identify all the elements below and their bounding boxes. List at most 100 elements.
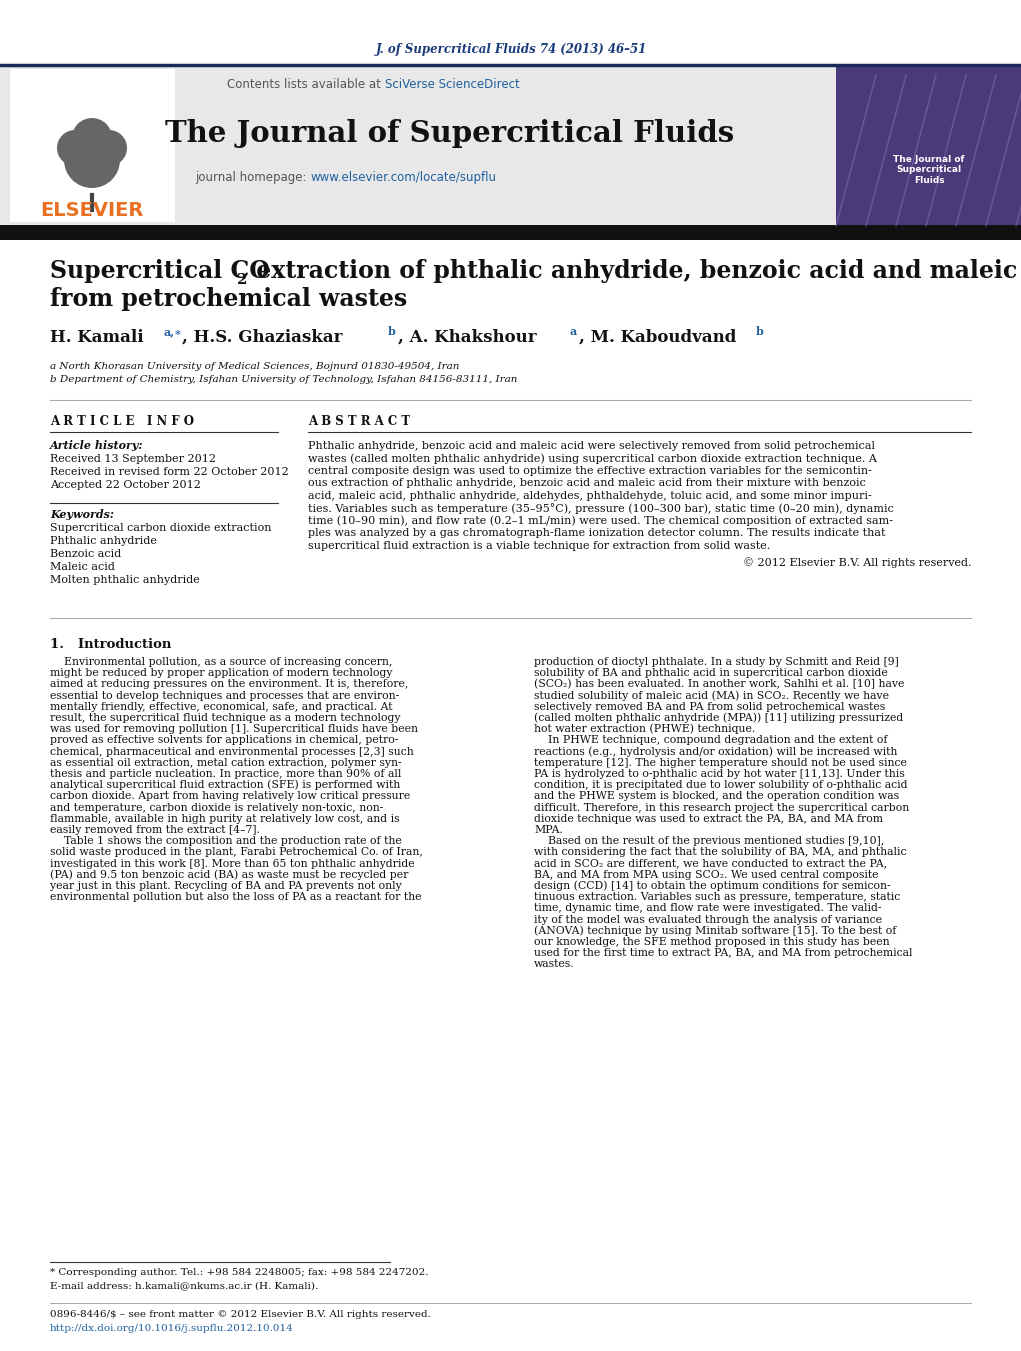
Text: difficult. Therefore, in this research project the supercritical carbon: difficult. Therefore, in this research p… — [534, 802, 910, 812]
Text: temperature [12]. The higher temperature should not be used since: temperature [12]. The higher temperature… — [534, 758, 907, 767]
Text: ples was analyzed by a gas chromatograph-flame ionization detector column. The r: ples was analyzed by a gas chromatograph… — [308, 528, 885, 539]
Text: studied solubility of maleic acid (MA) in SCO₂. Recently we have: studied solubility of maleic acid (MA) i… — [534, 690, 889, 701]
Text: carbon dioxide. Apart from having relatively low critical pressure: carbon dioxide. Apart from having relati… — [50, 792, 410, 801]
Text: a: a — [569, 326, 576, 336]
Text: b: b — [756, 326, 764, 336]
Text: supercritical fluid extraction is a viable technique for extraction from solid w: supercritical fluid extraction is a viab… — [308, 540, 770, 551]
Text: E-mail address: h.kamali@nkums.ac.ir (H. Kamali).: E-mail address: h.kamali@nkums.ac.ir (H.… — [50, 1281, 319, 1290]
Text: journal homepage:: journal homepage: — [195, 172, 310, 185]
Text: ELSEVIER: ELSEVIER — [40, 200, 144, 219]
Text: aimed at reducing pressures on the environment. It is, therefore,: aimed at reducing pressures on the envir… — [50, 680, 408, 689]
Text: reactions (e.g., hydrolysis and/or oxidation) will be increased with: reactions (e.g., hydrolysis and/or oxida… — [534, 746, 897, 757]
Text: tinuous extraction. Variables such as pressure, temperature, static: tinuous extraction. Variables such as pr… — [534, 892, 901, 902]
Circle shape — [91, 130, 127, 166]
Text: might be reduced by proper application of modern technology: might be reduced by proper application o… — [50, 669, 392, 678]
Text: The Journal of Supercritical Fluids: The Journal of Supercritical Fluids — [165, 119, 735, 147]
Circle shape — [72, 118, 112, 158]
Text: acid in SCO₂ are different, we have conducted to extract the PA,: acid in SCO₂ are different, we have cond… — [534, 859, 887, 869]
Bar — [0, 65, 1021, 228]
Text: Received 13 September 2012: Received 13 September 2012 — [50, 454, 216, 463]
Text: wastes.: wastes. — [534, 959, 575, 970]
Text: ity of the model was evaluated through the analysis of variance: ity of the model was evaluated through t… — [534, 915, 882, 924]
Text: (SCO₂) has been evaluated. In another work, Sahlhi et al. [10] have: (SCO₂) has been evaluated. In another wo… — [534, 680, 905, 689]
Text: A B S T R A C T: A B S T R A C T — [308, 415, 410, 428]
Text: Table 1 shows the composition and the production rate of the: Table 1 shows the composition and the pr… — [50, 836, 401, 846]
Circle shape — [57, 130, 93, 166]
Text: http://dx.doi.org/10.1016/j.supflu.2012.10.014: http://dx.doi.org/10.1016/j.supflu.2012.… — [50, 1324, 294, 1333]
Text: investigated in this work [8]. More than 65 ton phthalic anhydride: investigated in this work [8]. More than… — [50, 859, 415, 869]
Text: H. Kamali: H. Kamali — [50, 330, 144, 346]
Text: * Corresponding author. Tel.: +98 584 2248005; fax: +98 584 2247202.: * Corresponding author. Tel.: +98 584 22… — [50, 1269, 429, 1277]
Text: production of dioctyl phthalate. In a study by Schmitt and Reid [9]: production of dioctyl phthalate. In a st… — [534, 657, 898, 667]
Text: Article history:: Article history: — [50, 440, 144, 451]
Text: Received in revised form 22 October 2012: Received in revised form 22 October 2012 — [50, 467, 289, 477]
Bar — [836, 65, 1021, 226]
Text: , M. Kaboudvand: , M. Kaboudvand — [579, 330, 736, 346]
Text: MPA.: MPA. — [534, 825, 563, 835]
Text: solubility of BA and phthalic acid in supercritical carbon dioxide: solubility of BA and phthalic acid in su… — [534, 669, 887, 678]
Text: Supercritical carbon dioxide extraction: Supercritical carbon dioxide extraction — [50, 523, 272, 534]
Text: thesis and particle nucleation. In practice, more than 90% of all: thesis and particle nucleation. In pract… — [50, 769, 401, 780]
Text: Supercritical CO: Supercritical CO — [50, 259, 270, 282]
Text: b Department of Chemistry, Isfahan University of Technology, Isfahan 84156-83111: b Department of Chemistry, Isfahan Unive… — [50, 376, 518, 384]
Text: result, the supercritical fluid technique as a modern technology: result, the supercritical fluid techniqu… — [50, 713, 400, 723]
Text: and the PHWE system is blocked, and the operation condition was: and the PHWE system is blocked, and the … — [534, 792, 900, 801]
Text: 1.   Introduction: 1. Introduction — [50, 638, 172, 651]
Text: a,∗: a,∗ — [163, 326, 182, 336]
Text: (ANOVA) technique by using Minitab software [15]. To the best of: (ANOVA) technique by using Minitab softw… — [534, 925, 896, 936]
Text: Molten phthalic anhydride: Molten phthalic anhydride — [50, 576, 200, 585]
Text: A R T I C L E   I N F O: A R T I C L E I N F O — [50, 415, 194, 428]
Text: was used for removing pollution [1]. Supercritical fluids have been: was used for removing pollution [1]. Sup… — [50, 724, 418, 734]
Text: The Journal of
Supercritical
Fluids: The Journal of Supercritical Fluids — [893, 155, 965, 185]
Text: (PA) and 9.5 ton benzoic acid (BA) as waste must be recycled per: (PA) and 9.5 ton benzoic acid (BA) as wa… — [50, 869, 408, 880]
Text: time (10–90 min), and flow rate (0.2–1 mL/min) were used. The chemical compositi: time (10–90 min), and flow rate (0.2–1 m… — [308, 516, 893, 526]
Text: ties. Variables such as temperature (35–95°C), pressure (100–300 bar), static ti: ties. Variables such as temperature (35–… — [308, 503, 893, 513]
Text: © 2012 Elsevier B.V. All rights reserved.: © 2012 Elsevier B.V. All rights reserved… — [742, 557, 971, 567]
Text: condition, it is precipitated due to lower solubility of o-phthalic acid: condition, it is precipitated due to low… — [534, 780, 908, 790]
Text: extraction of phthalic anhydride, benzoic acid and maleic acid: extraction of phthalic anhydride, benzoi… — [248, 259, 1021, 282]
Text: Benzoic acid: Benzoic acid — [50, 549, 121, 559]
Text: SciVerse ScienceDirect: SciVerse ScienceDirect — [385, 77, 520, 91]
Text: as essential oil extraction, metal cation extraction, polymer syn-: as essential oil extraction, metal catio… — [50, 758, 401, 767]
Text: central composite design was used to optimize the effective extraction variables: central composite design was used to opt… — [308, 466, 872, 476]
Text: , A. Khakshour: , A. Khakshour — [398, 330, 537, 346]
Text: analytical supercritical fluid extraction (SFE) is performed with: analytical supercritical fluid extractio… — [50, 780, 400, 790]
Text: Contents lists available at: Contents lists available at — [228, 77, 385, 91]
Text: selectively removed BA and PA from solid petrochemical wastes: selectively removed BA and PA from solid… — [534, 701, 885, 712]
Text: 2: 2 — [237, 273, 247, 286]
Text: J. of Supercritical Fluids 74 (2013) 46–51: J. of Supercritical Fluids 74 (2013) 46–… — [376, 43, 646, 57]
Text: 0896-8446/$ – see front matter © 2012 Elsevier B.V. All rights reserved.: 0896-8446/$ – see front matter © 2012 El… — [50, 1310, 431, 1319]
Text: Maleic acid: Maleic acid — [50, 562, 115, 571]
Text: Based on the result of the previous mentioned studies [9,10],: Based on the result of the previous ment… — [534, 836, 884, 846]
Text: with considering the fact that the solubility of BA, MA, and phthalic: with considering the fact that the solub… — [534, 847, 907, 858]
Text: essential to develop techniques and processes that are environ-: essential to develop techniques and proc… — [50, 690, 399, 701]
Text: chemical, pharmaceutical and environmental processes [2,3] such: chemical, pharmaceutical and environment… — [50, 747, 414, 757]
Circle shape — [64, 132, 120, 188]
Bar — [10, 69, 175, 222]
Text: from petrochemical wastes: from petrochemical wastes — [50, 286, 407, 311]
Text: Accepted 22 October 2012: Accepted 22 October 2012 — [50, 480, 201, 490]
Text: , H.S. Ghaziaskar: , H.S. Ghaziaskar — [182, 330, 342, 346]
Text: time, dynamic time, and flow rate were investigated. The valid-: time, dynamic time, and flow rate were i… — [534, 904, 881, 913]
Text: flammable, available in high purity at relatively low cost, and is: flammable, available in high purity at r… — [50, 813, 399, 824]
Text: our knowledge, the SFE method proposed in this study has been: our knowledge, the SFE method proposed i… — [534, 938, 889, 947]
Text: (called molten phthalic anhydride (MPA)) [11] utilizing pressurized: (called molten phthalic anhydride (MPA))… — [534, 712, 904, 723]
Text: proved as effective solvents for applications in chemical, petro-: proved as effective solvents for applica… — [50, 735, 398, 746]
Text: b: b — [388, 326, 396, 336]
Text: Keywords:: Keywords: — [50, 509, 114, 520]
Text: easily removed from the extract [4–7].: easily removed from the extract [4–7]. — [50, 825, 260, 835]
Text: In PHWE technique, compound degradation and the extent of: In PHWE technique, compound degradation … — [534, 735, 887, 746]
Text: environmental pollution but also the loss of PA as a reactant for the: environmental pollution but also the los… — [50, 892, 422, 902]
Text: and temperature, carbon dioxide is relatively non-toxic, non-: and temperature, carbon dioxide is relat… — [50, 802, 383, 812]
Text: Environmental pollution, as a source of increasing concern,: Environmental pollution, as a source of … — [50, 657, 392, 667]
Text: solid waste produced in the plant, Farabi Petrochemical Co. of Iran,: solid waste produced in the plant, Farab… — [50, 847, 423, 858]
Text: acid, maleic acid, phthalic anhydride, aldehydes, phthaldehyde, toluic acid, and: acid, maleic acid, phthalic anhydride, a… — [308, 490, 872, 501]
Text: BA, and MA from MPA using SCO₂. We used central composite: BA, and MA from MPA using SCO₂. We used … — [534, 870, 878, 880]
Text: PA is hydrolyzed to o-phthalic acid by hot water [11,13]. Under this: PA is hydrolyzed to o-phthalic acid by h… — [534, 769, 905, 780]
Text: dioxide technique was used to extract the PA, BA, and MA from: dioxide technique was used to extract th… — [534, 813, 883, 824]
Text: design (CCD) [14] to obtain the optimum conditions for semicon-: design (CCD) [14] to obtain the optimum … — [534, 881, 890, 892]
Bar — [0, 226, 1021, 240]
Text: www.elsevier.com/locate/supflu: www.elsevier.com/locate/supflu — [310, 172, 496, 185]
Text: used for the first time to extract PA, BA, and MA from petrochemical: used for the first time to extract PA, B… — [534, 948, 913, 958]
Text: ous extraction of phthalic anhydride, benzoic acid and maleic acid from their mi: ous extraction of phthalic anhydride, be… — [308, 478, 866, 489]
